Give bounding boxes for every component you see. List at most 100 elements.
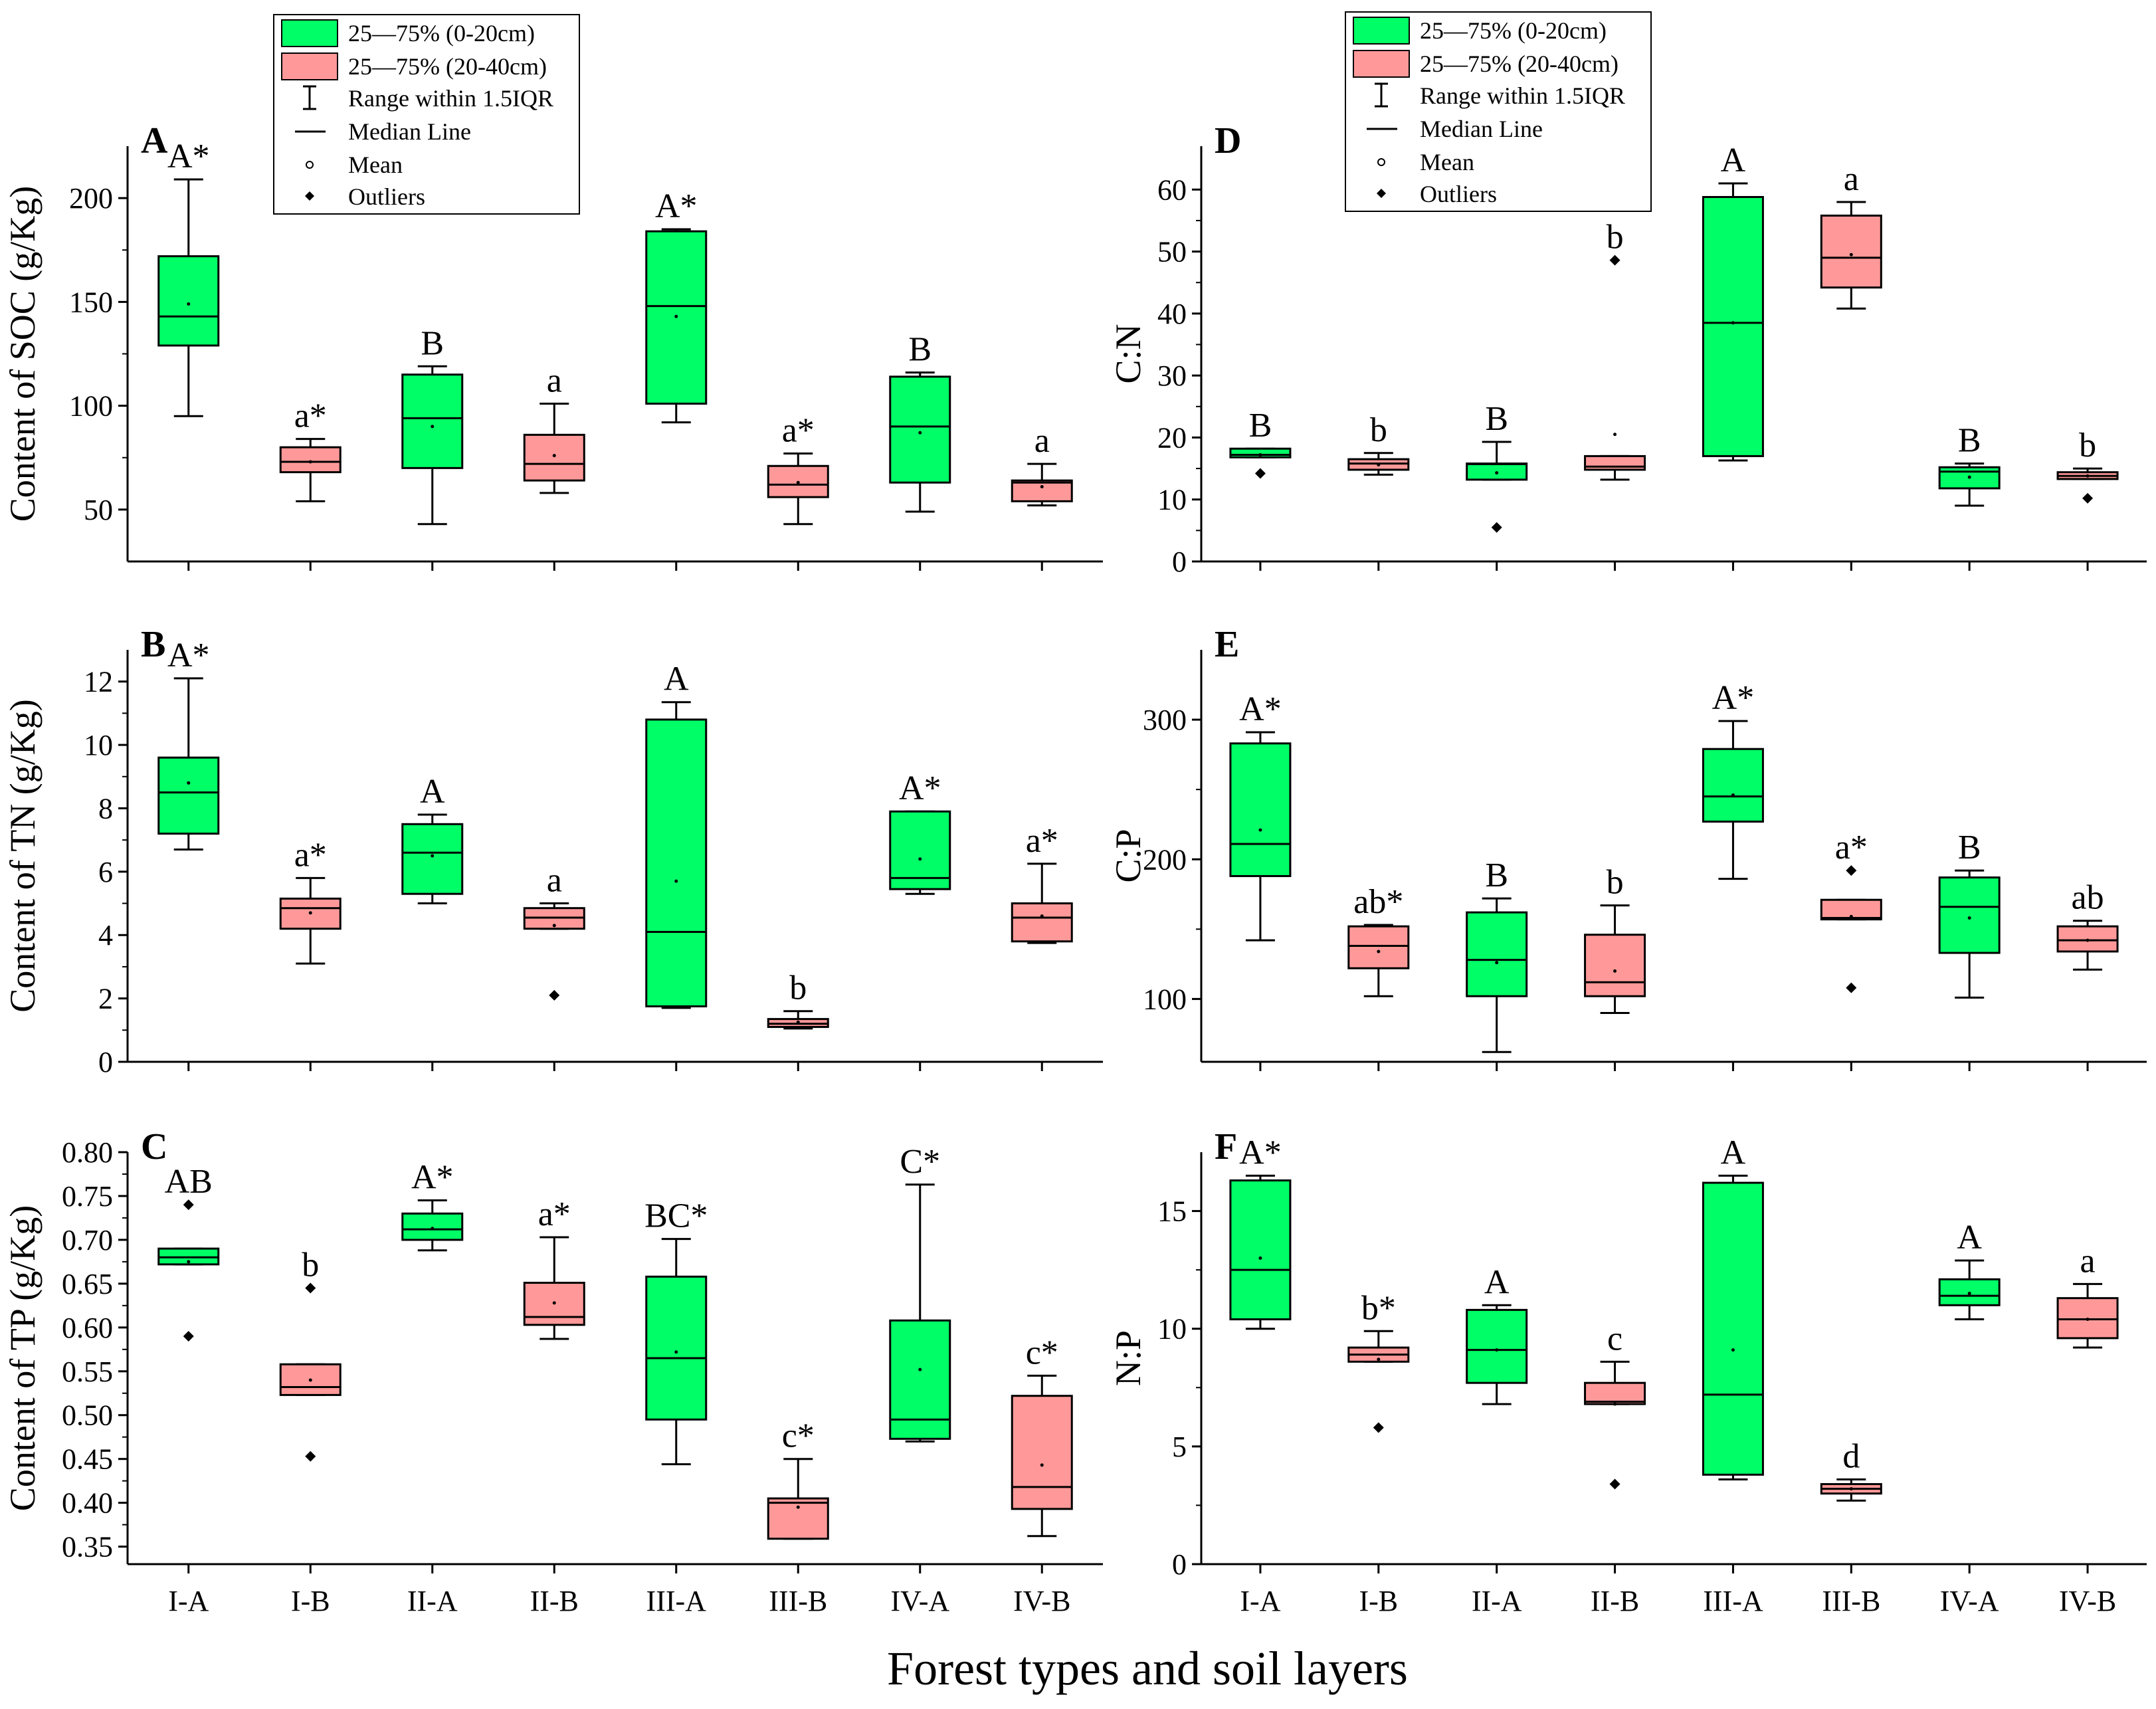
iqr-box bbox=[279, 446, 342, 474]
mean-point bbox=[1613, 969, 1617, 973]
panel-letter: A bbox=[141, 120, 168, 161]
iqr-box bbox=[1702, 1181, 1764, 1476]
box-IV-A: B bbox=[889, 331, 951, 513]
y-tick-label: 200 bbox=[69, 182, 113, 215]
mean-point bbox=[2086, 938, 2090, 942]
legend-label-median: Median Line bbox=[348, 118, 471, 145]
significance-label: A bbox=[1484, 1263, 1510, 1301]
box-II-B: b bbox=[1584, 864, 1646, 1014]
x-tick-label: II-B bbox=[530, 1585, 579, 1617]
mean-point bbox=[2086, 1318, 2090, 1322]
iqr-box bbox=[1466, 911, 1528, 997]
x-tick-label: I-A bbox=[1240, 1585, 1280, 1617]
iqr-box bbox=[401, 373, 464, 469]
iqr-box bbox=[1702, 748, 1764, 823]
legend-outlier-symbol bbox=[305, 191, 314, 201]
outlier-point bbox=[1491, 522, 1502, 533]
box-IV-A: B bbox=[1938, 422, 2001, 507]
significance-label: A* bbox=[1712, 679, 1755, 717]
significance-label: b bbox=[2079, 427, 2096, 464]
y-tick-label: 0 bbox=[1172, 1548, 1187, 1581]
outlier-point bbox=[183, 1331, 194, 1342]
iqr-box bbox=[1011, 479, 1073, 502]
significance-label: B bbox=[1485, 856, 1508, 894]
mean-point bbox=[1040, 914, 1044, 918]
box-I-A: A* bbox=[1229, 690, 1292, 942]
iqr-box bbox=[889, 1319, 951, 1440]
mean-point bbox=[1258, 453, 1262, 457]
outlier-point bbox=[305, 1451, 316, 1462]
iqr-box bbox=[1584, 1381, 1646, 1405]
x-tick-label: IV-B bbox=[2059, 1585, 2116, 1617]
significance-label: ab bbox=[2072, 879, 2104, 917]
legend-label-0-20: 25—75% (0-20cm) bbox=[1420, 17, 1607, 44]
significance-label: b bbox=[789, 969, 807, 1007]
legend-swatch-green bbox=[1353, 17, 1410, 45]
significance-label: c* bbox=[782, 1417, 815, 1455]
panel-letter: E bbox=[1215, 624, 1239, 665]
box-III-B: a* bbox=[767, 412, 829, 526]
iqr-box bbox=[1011, 1395, 1073, 1510]
box-I-A: AB bbox=[157, 1163, 220, 1342]
y-axis-title: Content of TN (g/Kg) bbox=[3, 699, 43, 1012]
significance-label: a* bbox=[294, 836, 327, 874]
mean-point bbox=[187, 1260, 191, 1264]
box-II-A: B bbox=[1466, 856, 1528, 1053]
box-III-B: c* bbox=[767, 1417, 829, 1540]
significance-label: b bbox=[302, 1246, 319, 1284]
iqr-box bbox=[1229, 742, 1292, 877]
mean-point bbox=[552, 924, 556, 928]
panel-F: 0 5 10 15 I-A I-B II-A II-B III-A III-B IV-A IV-B N:… bbox=[1108, 1126, 2147, 1617]
outlier-point bbox=[2082, 492, 2094, 504]
significance-label: b bbox=[1607, 219, 1624, 256]
significance-label: A* bbox=[411, 1159, 454, 1197]
significance-label: a bbox=[547, 862, 562, 900]
y-tick-label: 100 bbox=[1143, 983, 1187, 1015]
iqr-box bbox=[889, 810, 951, 890]
legend-right: 25—75% (0-20cm) 25—75% (20-40cm) Range w… bbox=[1345, 11, 1652, 212]
mean-point bbox=[552, 454, 556, 458]
y-tick-label: 0 bbox=[1172, 546, 1187, 578]
panel-letter: B bbox=[141, 624, 165, 665]
legend-label-20-40: 25—75% (20-40cm) bbox=[348, 53, 547, 80]
significance-label: c bbox=[1607, 1320, 1622, 1357]
legend-label-outliers: Outliers bbox=[1420, 181, 1497, 207]
iqr-box bbox=[401, 823, 464, 895]
mean-point bbox=[431, 1227, 435, 1231]
box-II-B: c bbox=[1584, 1320, 1646, 1490]
y-tick-label: 50 bbox=[1157, 236, 1187, 268]
mean-point bbox=[1495, 1348, 1499, 1352]
mean-point bbox=[1849, 914, 1853, 918]
significance-label: B bbox=[1249, 407, 1272, 445]
y-tick-label: 300 bbox=[1143, 704, 1187, 736]
x-tick-label: II-A bbox=[407, 1585, 458, 1617]
mean-point bbox=[1731, 793, 1735, 797]
panel-C: 0.35 0.40 0.45 0.50 0.55 0.60 0.65 0.70 0.75 0.80… bbox=[3, 1126, 1103, 1617]
y-tick-label: 6 bbox=[98, 856, 113, 888]
box-IV-A: B bbox=[1938, 829, 2001, 999]
y-tick-label: 12 bbox=[84, 666, 113, 698]
legend-label-20-40: 25—75% (20-40cm) bbox=[1420, 50, 1618, 77]
mean-point bbox=[1495, 961, 1499, 965]
legend-label-0-20: 25—75% (0-20cm) bbox=[348, 20, 535, 47]
significance-label: b* bbox=[1361, 1289, 1396, 1327]
iqr-box bbox=[1820, 214, 1882, 289]
box-IV-A: C* bbox=[889, 1143, 951, 1443]
box-III-B: d bbox=[1820, 1437, 1882, 1502]
mean-point bbox=[674, 1350, 678, 1354]
significance-label: a* bbox=[538, 1195, 571, 1233]
legend-left: 25—75% (0-20cm) 25—75% (20-40cm) Range w… bbox=[273, 14, 580, 215]
legend-label-median: Median Line bbox=[1420, 116, 1543, 142]
mean-point bbox=[1967, 916, 1971, 920]
box-III-A: A bbox=[645, 660, 708, 1009]
iqr-box bbox=[767, 1497, 829, 1540]
box-IV-A: A bbox=[1938, 1219, 2001, 1321]
significance-label: A* bbox=[167, 138, 210, 175]
y-tick-label: 10 bbox=[1157, 484, 1187, 516]
y-tick-label: 0.50 bbox=[62, 1399, 113, 1432]
box-III-A: A bbox=[1702, 142, 1764, 462]
iqr-box bbox=[1229, 1179, 1292, 1321]
box-II-B: b bbox=[1584, 219, 1646, 481]
significance-label: A* bbox=[1239, 690, 1282, 728]
